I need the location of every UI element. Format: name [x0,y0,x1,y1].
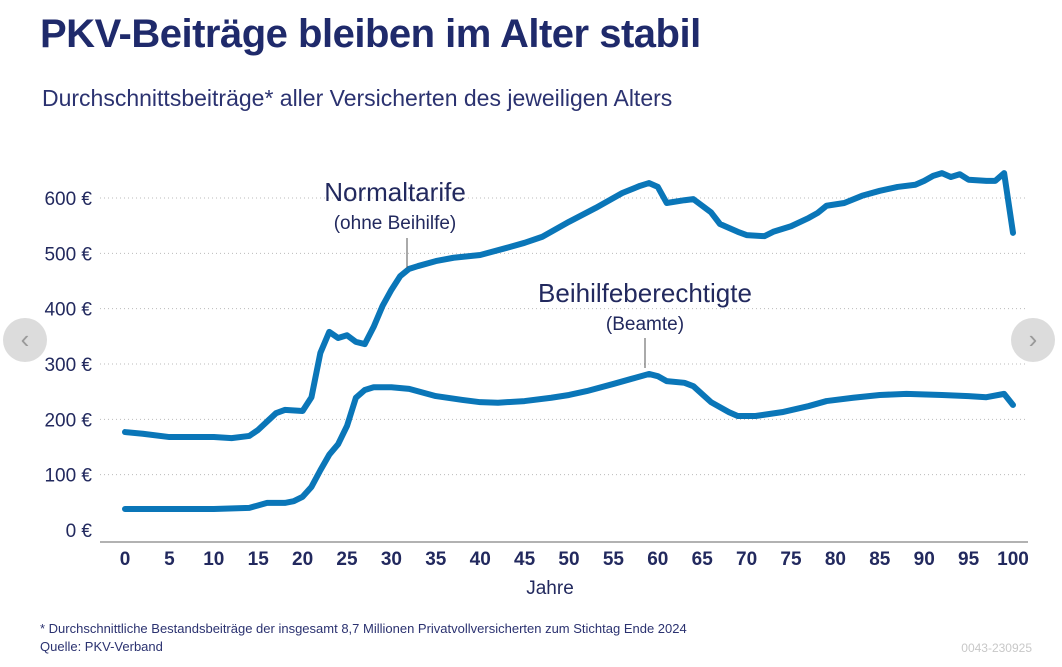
y-tick-label: 500 € [44,244,92,265]
y-tick-label: 400 € [44,300,92,321]
series-sublabel-normaltarife: (ohne Beihilfe) [334,213,457,234]
x-tick-label: 10 [203,549,224,570]
x-tick-label: 15 [248,549,270,570]
x-tick-label: 5 [164,549,175,570]
x-tick-label: 60 [647,549,668,570]
page-subtitle: Durchschnittsbeiträge* aller Versicherte… [42,85,673,111]
source: Quelle: PKV-Verband [40,639,163,654]
chart-code: 0043-230925 [961,641,1032,655]
series-label-normaltarife: Normaltarife [324,177,466,207]
y-tick-label: 100 € [44,466,92,487]
x-tick-label: 35 [425,549,447,570]
x-tick-label: 80 [825,549,846,570]
x-tick-label: 95 [958,549,980,570]
x-tick-label: 100 [997,549,1029,570]
x-tick-label: 85 [869,549,891,570]
x-tick-label: 40 [470,549,491,570]
page-title: PKV-Beiträge bleiben im Alter stabil [40,12,701,56]
series-line-beihilfe [122,370,1016,512]
y-tick-label: 200 € [44,410,92,431]
x-tick-label: 75 [780,549,802,570]
y-tick-label: 600 € [44,189,92,210]
series-sublabel-beihilfe: (Beamte) [606,314,684,335]
x-tick-label: 0 [120,549,131,570]
x-tick-label: 50 [558,549,579,570]
x-tick-label: 55 [603,549,625,570]
series-line-normaltarife [122,170,1016,442]
footnote: * Durchschnittliche Bestandsbeiträge der… [40,621,687,636]
x-tick-label: 70 [736,549,757,570]
x-tick-label: 65 [692,549,714,570]
carousel-next-button[interactable]: › [1011,318,1055,362]
y-tick-label: 0 € [66,521,93,542]
x-tick-label: 30 [381,549,402,570]
x-axis-label: Jahre [526,578,574,599]
x-tick-label: 90 [914,549,935,570]
y-tick-label: 300 € [44,355,92,376]
x-tick-label: 45 [514,549,536,570]
x-tick-label: 25 [336,549,358,570]
x-tick-label: 20 [292,549,313,570]
carousel-prev-button[interactable]: ‹ [3,318,47,362]
series-label-beihilfe: Beihilfeberechtigte [538,278,752,308]
